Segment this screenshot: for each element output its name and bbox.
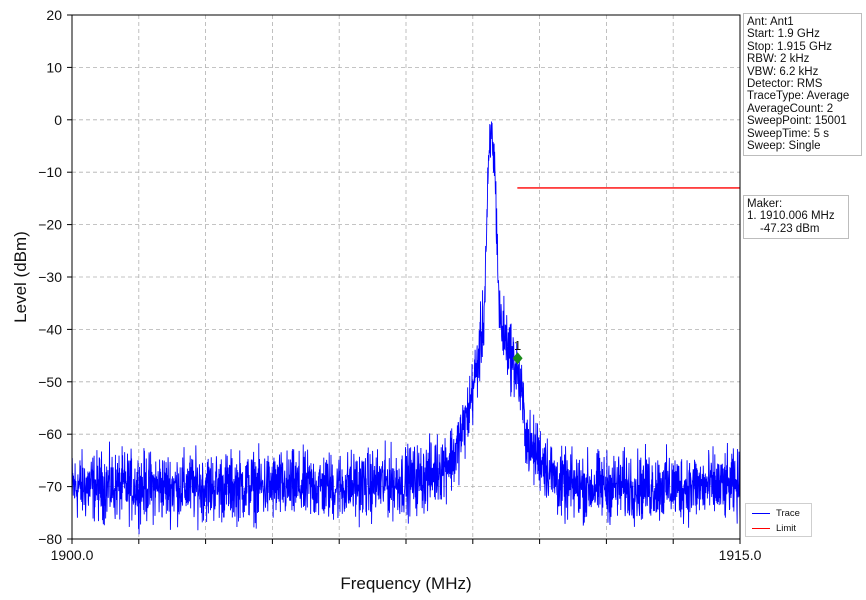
y-tick-label: −70 xyxy=(38,479,62,495)
legend-item-trace: Trace xyxy=(752,507,800,520)
y-tick-label: −20 xyxy=(38,217,62,233)
legend-label-limit: Limit xyxy=(776,523,797,534)
chart-legend: Trace Limit xyxy=(745,503,812,537)
info-start: Start: 1.9 GHz xyxy=(747,28,820,41)
measurement-settings-panel: Ant: Ant1 Start: 1.9 GHz Stop: 1.915 GHz… xyxy=(743,13,862,157)
y-tick-label: −30 xyxy=(38,269,62,285)
marker-readout-panel: Maker: 1. 1910.006 MHz -47.23 dBm xyxy=(743,195,849,240)
marker-panel-title: Maker: xyxy=(747,198,783,210)
x-axis-label: Frequency (MHz) xyxy=(340,574,471,593)
info-sweep: Sweep: Single xyxy=(747,140,821,153)
info-trace-type: TraceType: Average xyxy=(747,90,850,103)
marker-label: 1 xyxy=(514,338,521,353)
y-tick-label: 20 xyxy=(46,7,62,23)
marker-level: -47.23 dBm xyxy=(760,222,820,235)
y-tick-label: −80 xyxy=(38,531,62,547)
legend-label-trace: Trace xyxy=(776,508,800,519)
y-tick-label: −50 xyxy=(38,374,62,390)
info-vbw: VBW: 6.2 kHz xyxy=(747,65,819,78)
y-tick-label: −60 xyxy=(38,426,62,442)
trace-line-layer xyxy=(71,121,741,535)
info-sweep-time: SweepTime: 5 s xyxy=(747,127,830,140)
info-detector: Detector: RMS xyxy=(747,78,823,91)
y-tick-label: −40 xyxy=(38,321,62,337)
marker-frequency: 1. 1910.006 MHz xyxy=(747,210,835,223)
plot-frame xyxy=(71,14,741,540)
trace-line xyxy=(71,121,741,535)
grid-lines xyxy=(72,15,740,539)
x-tick-label: 1900.0 xyxy=(51,547,94,563)
y-tick-label: −10 xyxy=(38,164,62,180)
info-ant: Ant: Ant1 xyxy=(747,16,794,28)
info-rbw: RBW: 2 kHz xyxy=(747,53,810,66)
legend-swatch-trace xyxy=(752,513,770,514)
marker-diamond xyxy=(512,352,523,365)
info-stop: Stop: 1.915 GHz xyxy=(747,40,833,53)
marker-layer: 1 xyxy=(512,338,523,365)
legend-item-limit: Limit xyxy=(752,522,796,535)
info-average-count: AverageCount: 2 xyxy=(747,102,834,115)
legend-swatch-limit xyxy=(752,528,770,529)
x-tick-label: 1915.0 xyxy=(719,547,762,563)
y-axis-label: Level (dBm) xyxy=(11,231,30,323)
y-tick-label: 0 xyxy=(54,112,62,128)
info-sweep-point: SweepPoint: 15001 xyxy=(747,115,847,128)
y-tick-label: 10 xyxy=(46,59,62,75)
